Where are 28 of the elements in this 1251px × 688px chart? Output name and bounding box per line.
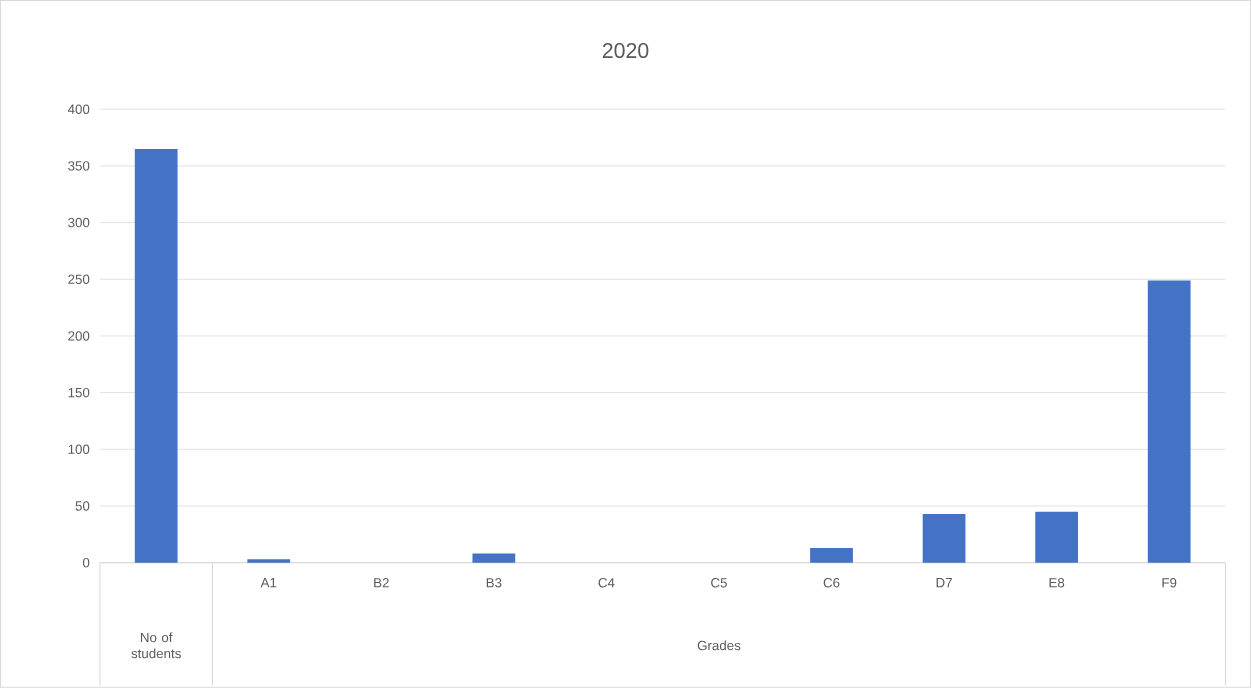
y-tick-label: 50 — [75, 501, 90, 511]
x-tick-label: D7 — [936, 578, 952, 588]
y-tick-label: 0 — [82, 557, 90, 568]
bar — [1035, 511, 1078, 563]
x-tick-label: C6 — [823, 578, 840, 588]
y-tick-label: 400 — [67, 104, 90, 114]
bar — [472, 553, 516, 563]
x-tick-label: A1 — [260, 578, 277, 588]
bar — [1147, 280, 1191, 563]
y-tick-label: 350 — [68, 161, 90, 171]
y-tick-label: 250 — [68, 274, 90, 285]
bar — [247, 559, 291, 563]
bar — [810, 547, 853, 563]
x-tick-label: E8 — [1049, 578, 1065, 588]
x-tick-label: B3 — [486, 578, 502, 588]
text: Grades — [697, 640, 741, 651]
x-tick-label: F9 — [1162, 578, 1177, 588]
x-tick-label: C5 — [711, 578, 727, 588]
bar — [922, 513, 966, 563]
x-tick-label: C4 — [598, 578, 615, 588]
y-tick-label: 100 — [68, 444, 90, 455]
chart-title: 2020 — [602, 43, 649, 59]
text: No of students — [131, 632, 181, 659]
y-tick-label: 200 — [68, 331, 90, 341]
x-tick-label: B2 — [374, 578, 389, 588]
bar — [134, 148, 178, 563]
y-tick-label: 300 — [68, 217, 90, 228]
y-tick-label: 150 — [68, 387, 90, 398]
